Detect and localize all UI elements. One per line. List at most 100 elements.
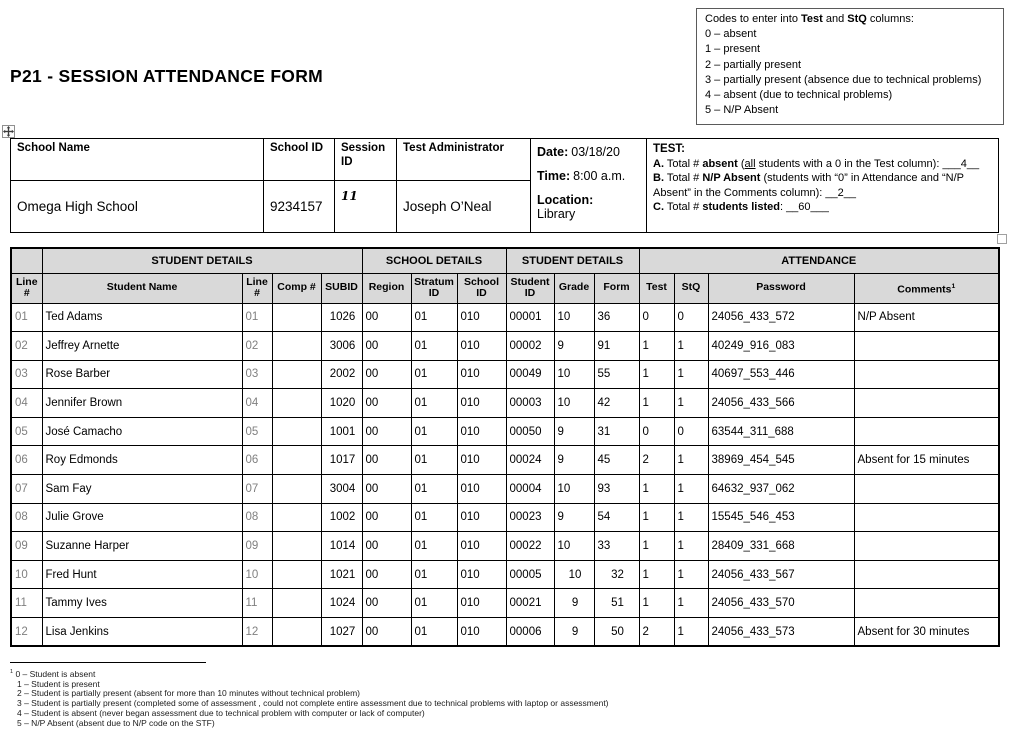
cell-student-id: 00004	[505, 474, 555, 504]
cell-stq: 1	[673, 474, 709, 504]
footnote-line: 4 – Student is absent (never began asses…	[17, 708, 425, 719]
cell-stq: 1	[673, 445, 709, 476]
cell-region: 00	[361, 588, 412, 619]
cell-grade: 10	[553, 531, 595, 561]
cell-test: 1	[638, 531, 675, 561]
cell-comp	[271, 331, 322, 361]
table-row: 12 Lisa Jenkins 12 1027 00 01 010 00006 9 50 2 1 240…	[10, 617, 1000, 647]
cell-line2: 10	[241, 559, 273, 590]
cell-comments	[853, 502, 1000, 533]
footnote-line: 1 0 – Student is absent	[10, 668, 96, 679]
test-summary-cell: TEST: A. Total # absent (all students wi…	[646, 138, 999, 233]
column-header-line2: Line #	[241, 272, 273, 304]
cell-test: 1	[638, 502, 675, 533]
code-item: 1 – present	[705, 43, 761, 56]
cell-region: 00	[361, 559, 412, 590]
cell-line2: 06	[241, 445, 273, 476]
table-resize-handle[interactable]	[997, 234, 1007, 244]
cell-password: 15545_546_453	[707, 502, 855, 533]
cell-name: Tammy Ives	[41, 588, 243, 619]
cell-name: Lisa Jenkins	[41, 617, 243, 647]
cell-grade: 9	[553, 502, 595, 533]
cell-password: 24056_433_573	[707, 617, 855, 647]
cell-region: 00	[361, 474, 412, 504]
table-row: 03 Rose Barber 03 2002 00 01 010 00049 10 55 1 1 406…	[10, 359, 1000, 390]
table-row: 07 Sam Fay 07 3004 00 01 010 00004 10 93 1 1 64632_9…	[10, 474, 1000, 504]
cell-comp	[271, 588, 322, 619]
cell-region: 00	[361, 302, 412, 333]
cell-student-id: 00021	[505, 588, 555, 619]
cell-line2: 11	[241, 588, 273, 619]
cell-password: 63544_311_688	[707, 416, 855, 447]
school-id-value: 9234157	[263, 180, 335, 233]
cell-region: 00	[361, 617, 412, 647]
table-move-handle-icon[interactable]	[2, 125, 15, 138]
cell-stratum: 01	[410, 502, 458, 533]
cell-region: 00	[361, 502, 412, 533]
cell-password: 38969_454_545	[707, 445, 855, 476]
cell-password: 24056_433_572	[707, 302, 855, 333]
cell-line2: 03	[241, 359, 273, 390]
cell-test: 2	[638, 445, 675, 476]
test-summary-line-b: B. Total # N/P Absent (students with “0”…	[653, 172, 964, 199]
cell-grade: 9	[553, 331, 595, 361]
test-administrator-label: Test Administrator	[396, 138, 531, 181]
cell-region: 00	[361, 359, 412, 390]
cell-password: 24056_433_566	[707, 388, 855, 418]
footnote-line: 2 – Student is partially present (absent…	[17, 688, 361, 699]
cell-name: Jennifer Brown	[41, 388, 243, 418]
cell-school: 010	[456, 302, 507, 333]
footnotes: 1 0 – Student is absent 1 – Student is pr…	[10, 668, 609, 729]
code-item: 4 – absent (due to technical problems)	[705, 89, 893, 102]
cell-region: 00	[361, 531, 412, 561]
cell-grade: 9	[553, 445, 595, 476]
table-row: 02 Jeffrey Arnette 02 3006 00 01 010 00002 9 91 1 1…	[10, 331, 1000, 361]
cell-name: Fred Hunt	[41, 559, 243, 590]
cell-stratum: 01	[410, 531, 458, 561]
cell-comments	[853, 359, 1000, 390]
cell-subid: 3006	[320, 331, 363, 361]
cell-password: 24056_433_567	[707, 559, 855, 590]
test-summary-line-a: A. Total # absent (all students with a 0…	[653, 157, 980, 170]
session-info-table: School Name School ID Session ID Test Ad…	[10, 138, 999, 233]
table-row: 09 Suzanne Harper 09 1014 00 01 010 00022 10 33 1 1…	[10, 531, 1000, 561]
page-title: P21 - SESSION ATTENDANCE FORM	[10, 66, 324, 86]
cell-student-id: 00050	[505, 416, 555, 447]
table-row: 08 Julie Grove 08 1002 00 01 010 00023 9 54 1 1 1554…	[10, 502, 1000, 533]
cell-test: 1	[638, 388, 675, 418]
cell-comments	[853, 474, 1000, 504]
cell-stratum: 01	[410, 302, 458, 333]
cell-stq: 1	[673, 531, 709, 561]
footnote-line: 1 – Student is present	[17, 678, 100, 689]
cell-student-id: 00024	[505, 445, 555, 476]
cell-comments	[853, 331, 1000, 361]
cell-comp	[271, 359, 322, 390]
cell-school: 010	[456, 474, 507, 504]
cell-line: 08	[10, 502, 43, 533]
cell-student-id: 00022	[505, 531, 555, 561]
cell-form: 31	[593, 416, 640, 447]
cell-stq: 0	[673, 416, 709, 447]
cell-comp	[271, 416, 322, 447]
school-name-label: School Name	[10, 138, 264, 181]
cell-stratum: 01	[410, 445, 458, 476]
cell-name: Ted Adams	[41, 302, 243, 333]
cell-test: 0	[638, 416, 675, 447]
cell-grade: 9	[553, 617, 595, 647]
cell-comments: Absent for 15 minutes	[853, 445, 1000, 476]
cell-subid: 1017	[320, 445, 363, 476]
cell-line: 12	[10, 617, 43, 647]
cell-comp	[271, 617, 322, 647]
cell-password: 40249_916_083	[707, 331, 855, 361]
table-row: 06 Roy Edmonds 06 1017 00 01 010 00024 9 45 2 1 3896…	[10, 445, 1000, 476]
cell-subid: 1014	[320, 531, 363, 561]
cell-line: 04	[10, 388, 43, 418]
cell-password: 64632_937_062	[707, 474, 855, 504]
cell-test: 1	[638, 588, 675, 619]
column-header-student-name: Student Name	[41, 272, 243, 304]
column-header-comp: Comp #	[271, 272, 322, 304]
cell-test: 1	[638, 474, 675, 504]
cell-comp	[271, 531, 322, 561]
cell-comments	[853, 388, 1000, 418]
cell-line: 11	[10, 588, 43, 619]
